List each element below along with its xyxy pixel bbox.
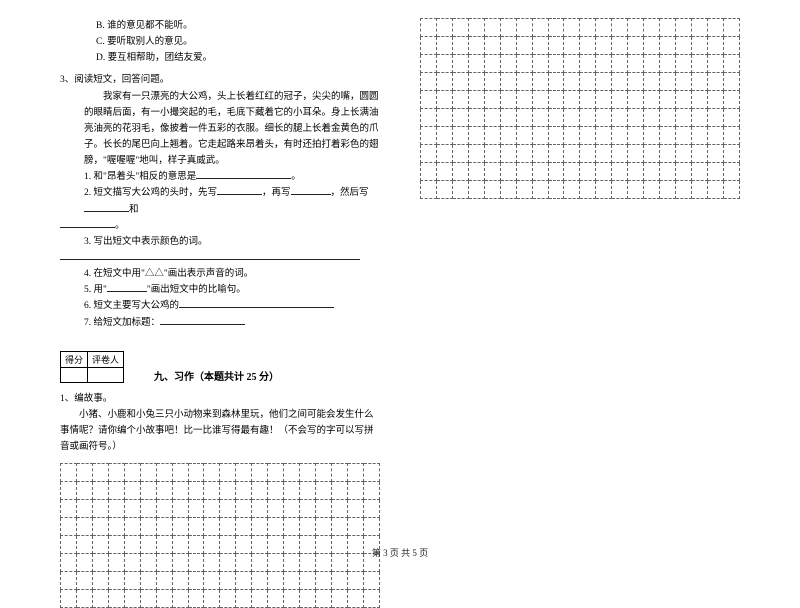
sub-q2: 2. 短文描写大公鸡的头时，先写 ，再写 ，然后写和 [60, 185, 380, 217]
sub-q2-c: ，然后写 [331, 188, 369, 198]
passage-text: 我家有一只漂亮的大公鸡，头上长着红红的冠子，尖尖的嘴，圆圆的眼睛后面，有一小撮突… [60, 89, 380, 170]
writing-grid-left[interactable] [60, 463, 380, 608]
sub-q1-a: 1. 和"昂着头"相反的意思是 [84, 172, 196, 182]
sub-q2-d: 和 [129, 205, 139, 215]
writing-grid-left-wrap [60, 463, 380, 608]
section-9-title: 九、习作（本题共计 25 分） [154, 368, 279, 383]
sub-q2-b: ，再写 [262, 188, 291, 198]
score-cell[interactable] [61, 367, 88, 382]
blank[interactable] [291, 186, 331, 196]
sub-q5: 5. 用" "画出短文中的比喻句。 [60, 282, 380, 298]
right-column [400, 0, 800, 565]
option-c: C. 要听取别人的意见。 [60, 34, 380, 50]
grader-cell[interactable] [88, 367, 124, 382]
blank[interactable] [107, 283, 147, 293]
sub-q1-b: 。 [291, 172, 301, 182]
blank[interactable] [179, 299, 334, 309]
sub-q3: 3. 写出短文中表示颜色的词。 [60, 234, 380, 250]
sub-q1: 1. 和"昂着头"相反的意思是 。 [60, 169, 380, 185]
page-footer: 第 3 页 共 5 页 [0, 546, 800, 559]
sub-q4: 4. 在短文中用"△△"画出表示声音的词。 [60, 266, 380, 282]
blank[interactable] [160, 315, 245, 325]
sub-q2-line2: 。 [60, 218, 380, 234]
blank[interactable] [84, 202, 129, 212]
sub-q5-a: 5. 用" [84, 285, 107, 295]
compose-head: 1、编故事。 [60, 391, 380, 407]
q3-heading: 3、阅读短文，回答问题。 [60, 72, 380, 88]
blank[interactable] [217, 186, 262, 196]
sub-q2-e: 。 [115, 221, 125, 231]
sub-q3-blank-row [60, 250, 380, 266]
grader-label: 评卷人 [88, 351, 124, 367]
sub-q2-a: 2. 短文描写大公鸡的头时，先写 [84, 188, 217, 198]
option-b: B. 谁的意见都不能听。 [60, 18, 380, 34]
compose-body: 小猪、小鹿和小兔三只小动物来到森林里玩，他们之间可能会发生什么事情呢？请你编个小… [60, 407, 380, 455]
score-label: 得分 [61, 351, 88, 367]
blank[interactable] [60, 250, 360, 260]
score-table: 得分 评卷人 [60, 351, 124, 383]
sub-q7-text: 7. 给短文加标题： [84, 318, 160, 328]
sub-q5-b: "画出短文中的比喻句。 [147, 285, 246, 295]
option-d: D. 要互相帮助，团结友爱。 [60, 50, 380, 66]
left-column: B. 谁的意见都不能听。 C. 要听取别人的意见。 D. 要互相帮助，团结友爱。… [0, 0, 400, 565]
blank[interactable] [196, 170, 291, 180]
sub-q7: 7. 给短文加标题： [60, 315, 380, 331]
writing-grid-right[interactable] [420, 18, 740, 199]
sub-q6-text: 6. 短文主要写大公鸡的 [84, 301, 179, 311]
section-header-row: 得分 评卷人 九、习作（本题共计 25 分） [60, 351, 380, 383]
sub-q6: 6. 短文主要写大公鸡的 [60, 298, 380, 314]
blank[interactable] [60, 218, 115, 228]
